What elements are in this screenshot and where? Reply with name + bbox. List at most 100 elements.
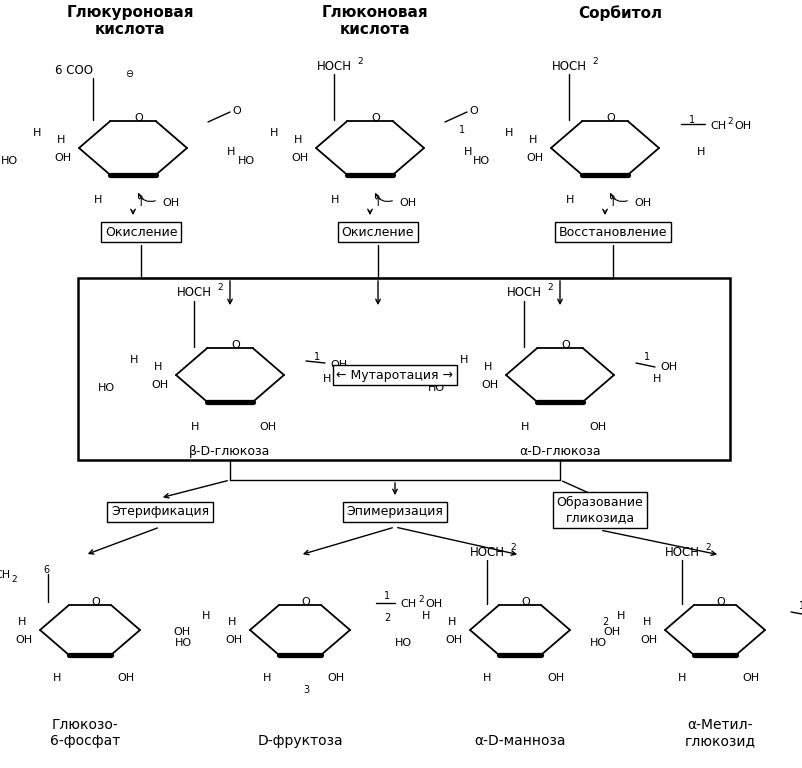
- Text: HO: HO: [428, 383, 445, 393]
- Text: H: H: [33, 128, 41, 138]
- Text: Глюкуроновая
кислота: Глюкуроновая кислота: [67, 5, 194, 38]
- Bar: [78, 278, 730, 460]
- Text: OH: OH: [445, 635, 463, 645]
- Text: H: H: [94, 195, 102, 205]
- Text: HO: HO: [175, 638, 192, 648]
- Text: OH: OH: [55, 153, 71, 163]
- Text: H: H: [53, 673, 61, 683]
- Text: H: H: [678, 673, 687, 683]
- Text: OH: OH: [660, 362, 677, 372]
- Text: OH: OH: [734, 121, 751, 131]
- Text: D-фруктоза: D-фруктоза: [257, 734, 342, 748]
- Text: OH: OH: [259, 422, 277, 432]
- Text: H: H: [269, 128, 278, 138]
- Text: HO: HO: [98, 383, 115, 393]
- Text: H: H: [697, 147, 705, 157]
- Text: H: H: [529, 135, 537, 145]
- Text: O: O: [371, 113, 380, 123]
- Text: OH: OH: [603, 627, 621, 637]
- Text: OH: OH: [399, 198, 416, 208]
- Text: OH: OH: [526, 153, 544, 163]
- Text: H: H: [330, 195, 339, 205]
- Text: 1: 1: [689, 115, 695, 125]
- Text: HO: HO: [395, 638, 412, 648]
- Text: 1: 1: [799, 601, 802, 611]
- Text: Восстановление: Восстановление: [559, 226, 667, 239]
- Text: H: H: [422, 611, 430, 621]
- Text: OH: OH: [634, 198, 651, 208]
- Text: H: H: [323, 374, 331, 384]
- Text: OH: OH: [425, 599, 442, 609]
- Text: H: H: [57, 135, 65, 145]
- Text: HO: HO: [238, 156, 255, 166]
- Text: α-D-манноза: α-D-манноза: [474, 734, 565, 748]
- Text: O: O: [470, 106, 478, 116]
- Text: OH: OH: [481, 380, 499, 390]
- Text: Эпимеризация: Эпимеризация: [346, 505, 444, 518]
- Text: HO: HO: [1, 156, 18, 166]
- Text: OH: OH: [291, 153, 309, 163]
- Text: 2: 2: [602, 617, 608, 627]
- Text: O: O: [561, 340, 570, 350]
- Text: O: O: [232, 340, 241, 350]
- Text: ↑: ↑: [608, 197, 618, 210]
- Text: ← Мутаротация →: ← Мутаротация →: [337, 369, 453, 382]
- Text: Глюкозо-
6-фосфат: Глюкозо- 6-фосфат: [50, 718, 120, 748]
- Text: ↑: ↑: [136, 197, 146, 210]
- Text: H: H: [294, 135, 302, 145]
- Text: 2: 2: [592, 57, 597, 65]
- Text: 3: 3: [303, 685, 309, 695]
- Text: 2: 2: [11, 575, 17, 584]
- Text: ⊖: ⊖: [125, 69, 133, 79]
- Text: H: H: [130, 355, 138, 365]
- Text: H: H: [484, 362, 492, 372]
- Text: HOCH: HOCH: [665, 545, 699, 558]
- Text: OH: OH: [641, 635, 658, 645]
- Text: ↑: ↑: [373, 197, 383, 210]
- Text: 1: 1: [384, 591, 390, 601]
- Text: α-D-глюкоза: α-D-глюкоза: [519, 445, 601, 458]
- Text: H: H: [460, 355, 468, 365]
- Text: Глюконовая
кислота: Глюконовая кислота: [322, 5, 428, 38]
- Text: Образование
гликозида: Образование гликозида: [557, 496, 643, 524]
- Text: Этерификация: Этерификация: [111, 505, 209, 518]
- Text: 2: 2: [217, 283, 223, 293]
- Text: Окисление: Окисление: [342, 226, 415, 239]
- Text: OH: OH: [15, 635, 33, 645]
- Text: OH: OH: [589, 422, 606, 432]
- Text: HOCH: HOCH: [469, 545, 504, 558]
- Text: CH: CH: [400, 599, 416, 609]
- Text: H: H: [483, 673, 491, 683]
- Text: OH: OH: [173, 627, 191, 637]
- Text: α-Метил-
глюкозид: α-Метил- глюкозид: [684, 718, 755, 748]
- Text: H: H: [448, 617, 456, 627]
- Text: 1: 1: [314, 352, 320, 362]
- Text: 1: 1: [644, 352, 650, 362]
- Text: HOCH: HOCH: [552, 59, 586, 72]
- Text: O: O: [91, 597, 100, 607]
- Text: OH: OH: [548, 673, 565, 683]
- Text: HOCH: HOCH: [507, 286, 541, 300]
- Text: CH: CH: [0, 570, 10, 580]
- Text: Окисление: Окисление: [105, 226, 177, 239]
- Text: O: O: [717, 597, 725, 607]
- Text: H: H: [617, 611, 626, 621]
- Text: 2: 2: [705, 542, 711, 551]
- Text: OH: OH: [743, 673, 759, 683]
- Text: OH: OH: [117, 673, 135, 683]
- Text: H: H: [18, 617, 26, 627]
- Text: O: O: [302, 597, 310, 607]
- Text: 6 COO: 6 COO: [55, 64, 93, 77]
- Text: 2: 2: [727, 117, 732, 125]
- Text: H: H: [520, 422, 529, 432]
- Text: HOCH: HOCH: [317, 59, 351, 72]
- Text: HOCH: HOCH: [176, 286, 212, 300]
- Text: 2: 2: [418, 594, 423, 604]
- Text: H: H: [228, 617, 236, 627]
- Text: 2: 2: [384, 613, 390, 623]
- Text: H: H: [653, 374, 661, 384]
- Text: H: H: [566, 195, 574, 205]
- Text: HO: HO: [473, 156, 490, 166]
- Text: H: H: [504, 128, 513, 138]
- Text: H: H: [154, 362, 162, 372]
